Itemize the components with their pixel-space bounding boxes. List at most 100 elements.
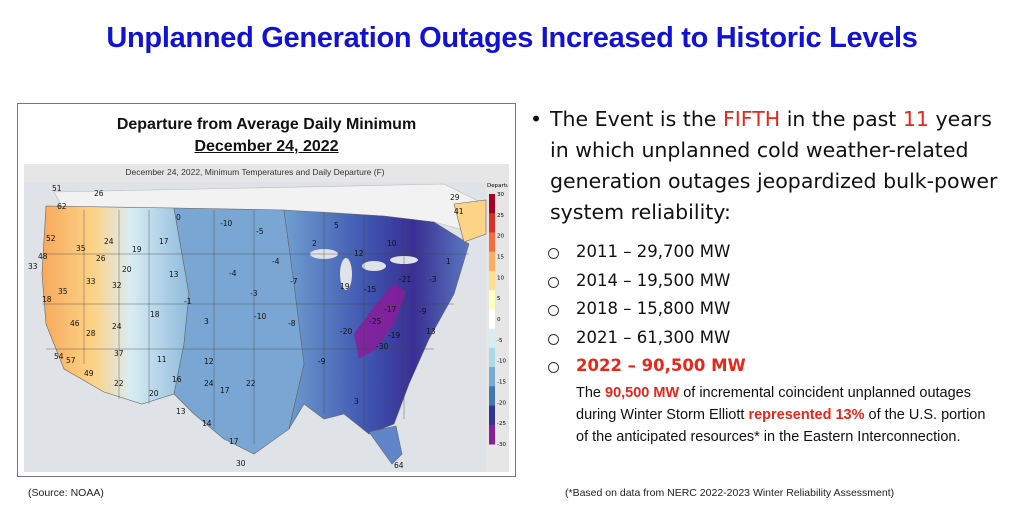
svg-text:16: 16 [172,375,182,384]
svg-text:-19: -19 [388,331,400,340]
circle-bullet-icon [548,362,559,373]
svg-text:-10: -10 [254,312,266,321]
svg-text:-5: -5 [256,227,264,236]
list-item: 2021 – 61,300 MW [546,324,1010,353]
svg-text:35: 35 [76,244,86,253]
legend-title: Departure [487,183,508,189]
legend-swatch [489,405,495,426]
svg-text:22: 22 [114,379,124,388]
circle-bullet-icon [548,248,559,259]
svg-text:3: 3 [204,317,209,326]
legend-swatch [489,386,495,407]
legend-swatch [489,347,495,368]
legend-tick-label: -25 [497,421,506,427]
svg-text:33: 33 [28,262,38,271]
legend-tick-label: -15 [497,380,506,386]
legend-tick-label: -5 [497,338,503,344]
svg-text:-10: -10 [220,219,232,228]
legend-swatch [489,270,495,291]
map-plot-area: 51 26 62 52 35 24 17 48 26 33 19 20 18 3… [24,164,509,472]
us-temperature-map: 51 26 62 52 35 24 17 48 26 33 19 20 18 3… [24,182,487,472]
svg-text:35: 35 [58,287,68,296]
highlight-fifth: FIFTH [722,107,781,131]
circle-bullet-icon [548,276,559,288]
svg-text:48: 48 [38,252,48,261]
svg-text:26: 26 [94,189,104,198]
map-cold-core [354,284,406,359]
outage-list: 2011 – 29,700 MW 2014 – 19,500 MW 2018 –… [530,238,1010,381]
legend-tick-label: 30 [497,192,504,198]
svg-text:-1: -1 [184,297,192,306]
svg-text:20: 20 [149,389,159,398]
legend-tick-label: 0 [497,317,501,323]
svg-text:30: 30 [236,459,246,468]
svg-text:-4: -4 [229,269,237,278]
legend-swatch [489,213,495,233]
svg-text:46: 46 [70,319,80,328]
svg-text:-3: -3 [250,289,258,298]
svg-text:-3: -3 [429,275,437,284]
legend-tick-label: 5 [497,296,501,302]
legend-swatch [489,232,495,253]
legend-tick-label: -30 [497,442,506,448]
svg-text:22: 22 [246,379,256,388]
legend-tick-label: 20 [497,234,504,240]
map-date: December 24, 2022 [194,138,339,155]
svg-text:-7: -7 [290,277,298,286]
svg-text:24: 24 [112,322,122,331]
legend-swatch [489,367,495,387]
footnote: (*Based on data from NERC 2022-2023 Wint… [565,487,895,499]
circle-bullet-icon [548,305,559,316]
map-color-legend: Departure 30 25 20 15 10 5 0 -5 -10 -15 -20 -25 -30 [487,183,508,448]
svg-text:-8: -8 [288,319,296,328]
svg-text:-17: -17 [384,305,396,314]
legend-swatch [489,290,495,310]
svg-text:-20: -20 [340,327,352,336]
main-bullet: • The Event is the FIFTH in the past 11 … [530,104,1010,228]
svg-text:12: 12 [354,249,364,258]
svg-text:19: 19 [340,282,350,291]
svg-text:-21: -21 [399,275,411,284]
svg-text:17: 17 [229,437,239,446]
svg-text:13: 13 [176,407,186,416]
svg-text:14: 14 [202,419,212,428]
svg-text:51: 51 [52,184,62,193]
svg-text:-9: -9 [419,307,427,316]
svg-text:19: 19 [132,245,142,254]
svg-text:33: 33 [86,277,96,286]
legend-tick-label: -20 [497,400,506,406]
source-note: (Source: NOAA) [28,487,104,499]
svg-text:0: 0 [176,213,181,222]
highlight-eleven: 11 [902,107,929,131]
svg-text:5: 5 [334,221,339,230]
legend-tick-label: 15 [497,255,504,261]
slide-title: Unplanned Generation Outages Increased t… [106,22,918,54]
svg-text:24: 24 [104,237,114,246]
legend-swatch [489,251,495,272]
svg-text:41: 41 [454,207,464,216]
map-subtitle: December 24, 2022, Minimum Temperatures … [125,167,385,177]
svg-text:13: 13 [169,270,179,279]
svg-text:37: 37 [114,349,124,358]
map-heading: Departure from Average Daily Minimum [116,116,417,133]
svg-text:28: 28 [86,329,96,338]
svg-text:62: 62 [57,202,67,211]
svg-text:54: 54 [54,352,64,361]
legend-swatch [489,424,495,445]
svg-text:26: 26 [96,254,106,263]
svg-text:-30: -30 [376,342,388,351]
svg-text:24: 24 [204,379,214,388]
svg-text:52: 52 [46,234,56,243]
list-item: 2011 – 29,700 MW [546,238,1010,267]
svg-text:-4: -4 [272,257,280,266]
legend-tick-label: 10 [497,275,504,281]
circle-bullet-icon [548,333,559,345]
svg-text:11: 11 [157,355,167,364]
svg-text:17: 17 [159,237,169,246]
bullet-dot-icon: • [530,107,543,131]
svg-text:-25: -25 [369,317,381,326]
legend-tick-label: -10 [497,359,506,365]
list-item: 2018 – 15,800 MW [546,295,1010,324]
svg-text:-9: -9 [318,357,326,366]
legend-swatch [489,194,495,214]
